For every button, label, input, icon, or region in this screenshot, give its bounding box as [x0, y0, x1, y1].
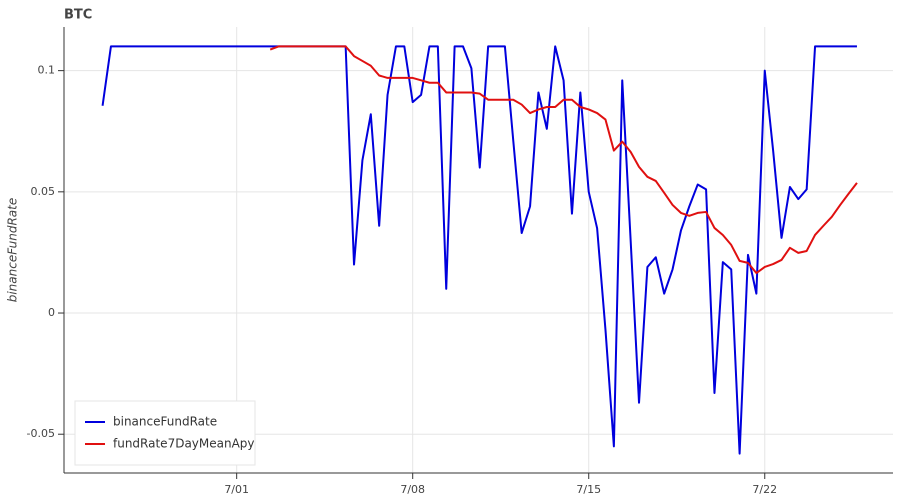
y-tick-label: 0 — [48, 306, 55, 319]
legend-label: binanceFundRate — [113, 415, 217, 429]
legend-label: fundRate7DayMeanApy — [113, 437, 255, 451]
x-tick-label: 7/01 — [224, 483, 249, 496]
y-axis-label: binanceFundRate — [6, 198, 20, 303]
y-tick-label: 0.1 — [38, 64, 56, 77]
x-tick-label: 7/22 — [752, 483, 777, 496]
y-tick-label: 0.05 — [31, 185, 56, 198]
x-tick-label: 7/15 — [576, 483, 601, 496]
y-tick-label: -0.05 — [27, 427, 55, 440]
legend-box — [74, 400, 256, 466]
x-tick-label: 7/08 — [400, 483, 425, 496]
line-series — [101, 45, 857, 455]
line-series — [269, 45, 858, 275]
chart-title: BTC — [64, 8, 92, 23]
